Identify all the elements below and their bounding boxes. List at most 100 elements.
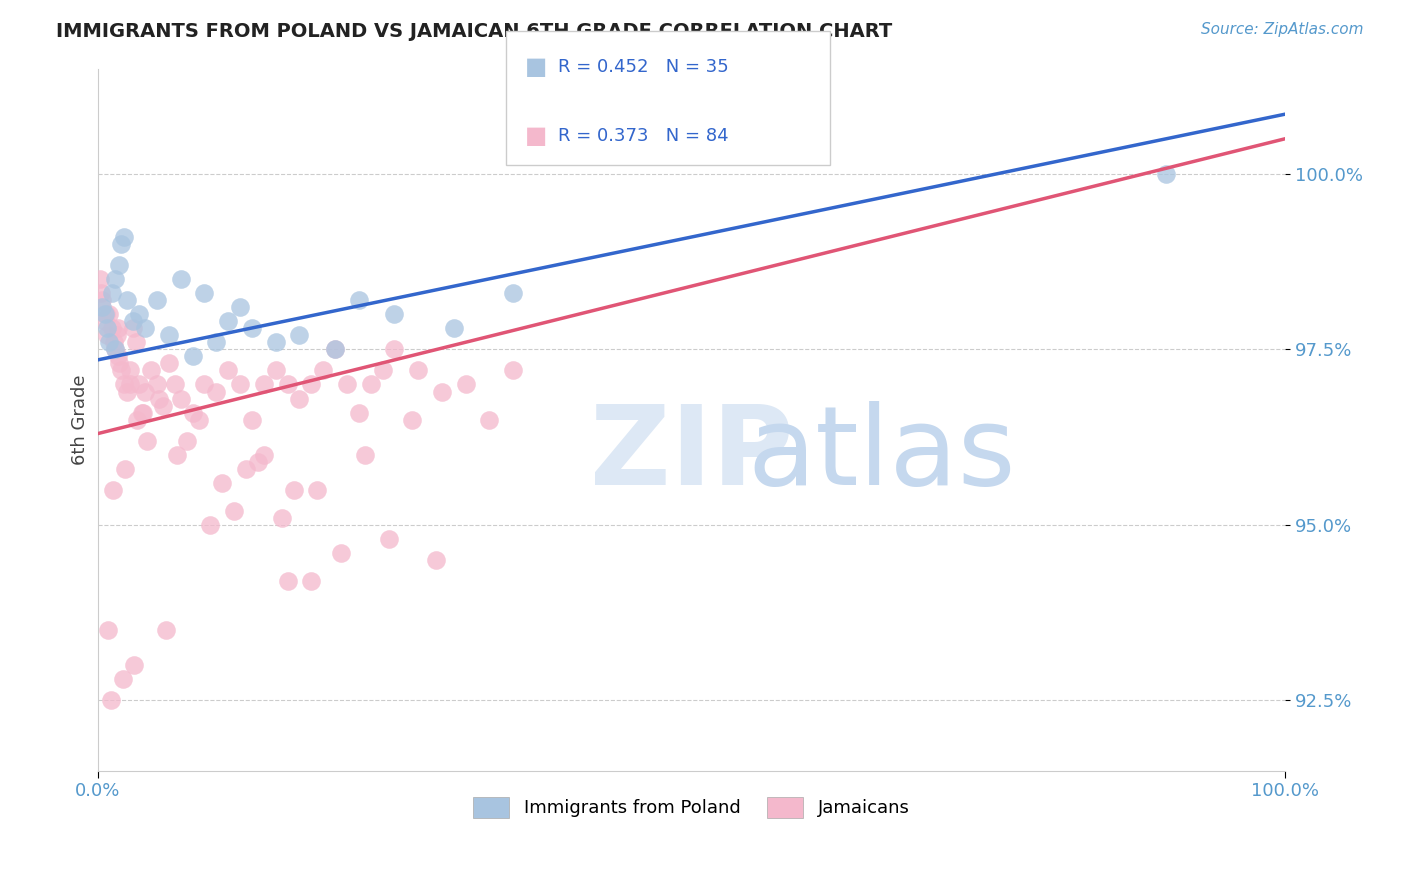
Point <box>430 384 453 399</box>
Point <box>91 293 114 308</box>
Text: ■: ■ <box>524 124 547 147</box>
Point <box>124 658 146 673</box>
Point <box>128 377 150 392</box>
Text: R = 0.452   N = 35: R = 0.452 N = 35 <box>558 58 728 76</box>
Point <box>110 363 132 377</box>
Point <box>101 483 124 497</box>
Point <box>217 314 239 328</box>
Point <box>125 412 148 426</box>
Point <box>155 624 177 638</box>
Point <box>406 363 429 377</box>
Point <box>384 307 406 321</box>
Point <box>108 258 131 272</box>
Point <box>108 356 131 370</box>
Point <box>224 504 246 518</box>
Point <box>112 377 135 392</box>
Point <box>90 286 112 301</box>
Point <box>299 377 322 392</box>
Legend: Immigrants from Poland, Jamaicans: Immigrants from Poland, Jamaicans <box>465 789 917 825</box>
Point <box>502 363 524 377</box>
Point <box>264 335 287 350</box>
Point <box>181 350 204 364</box>
Point <box>283 483 305 497</box>
Point <box>502 286 524 301</box>
Text: Source: ZipAtlas.com: Source: ZipAtlas.com <box>1201 22 1364 37</box>
Point <box>166 448 188 462</box>
Point <box>118 377 141 392</box>
Point <box>91 300 114 314</box>
Point <box>1156 167 1178 181</box>
Point <box>111 673 134 687</box>
Point <box>146 293 169 308</box>
Point <box>205 384 228 399</box>
Point <box>323 343 346 357</box>
Point <box>97 624 120 638</box>
Point <box>211 475 233 490</box>
Point <box>104 343 127 357</box>
Point <box>107 350 129 364</box>
Point <box>454 377 477 392</box>
Point <box>117 293 139 308</box>
Point <box>136 434 159 448</box>
Point <box>104 272 127 286</box>
Y-axis label: 6th Grade: 6th Grade <box>72 375 89 465</box>
Text: R = 0.373   N = 84: R = 0.373 N = 84 <box>558 127 728 145</box>
Point <box>114 462 136 476</box>
Point <box>217 363 239 377</box>
Point <box>240 321 263 335</box>
Point <box>170 392 193 406</box>
Text: IMMIGRANTS FROM POLAND VS JAMAICAN 6TH GRADE CORRELATION CHART: IMMIGRANTS FROM POLAND VS JAMAICAN 6TH G… <box>56 22 893 41</box>
Point <box>163 377 186 392</box>
Point <box>93 314 115 328</box>
Point <box>264 363 287 377</box>
Point <box>134 321 156 335</box>
Point <box>443 321 465 335</box>
Point <box>122 321 145 335</box>
Point <box>112 230 135 244</box>
Point <box>103 335 125 350</box>
Point <box>330 546 353 560</box>
Point <box>187 412 209 426</box>
Point <box>235 462 257 476</box>
Point <box>157 356 180 370</box>
Point <box>384 343 406 357</box>
Point <box>101 321 124 335</box>
Point <box>377 532 399 546</box>
Point <box>312 363 335 377</box>
Point <box>371 363 394 377</box>
Point <box>181 406 204 420</box>
Point <box>104 343 127 357</box>
Point <box>299 574 322 588</box>
Point <box>307 483 329 497</box>
Point <box>193 286 215 301</box>
Point <box>253 448 276 462</box>
Point <box>205 335 228 350</box>
Text: atlas: atlas <box>747 401 1015 508</box>
Point <box>170 272 193 286</box>
Point <box>200 517 222 532</box>
Point <box>124 335 146 350</box>
Point <box>139 363 162 377</box>
Point <box>353 448 375 462</box>
Point <box>401 412 423 426</box>
Point <box>270 511 292 525</box>
Point <box>288 392 311 406</box>
Point <box>122 314 145 328</box>
Point <box>96 321 118 335</box>
Point <box>152 399 174 413</box>
Point <box>246 455 269 469</box>
Point <box>277 377 299 392</box>
Point <box>425 553 447 567</box>
Point <box>98 335 121 350</box>
Point <box>288 328 311 343</box>
Point <box>229 300 252 314</box>
Point <box>89 272 111 286</box>
Point <box>118 363 141 377</box>
Point <box>360 377 382 392</box>
Point <box>134 384 156 399</box>
Point <box>131 406 153 420</box>
Point <box>240 412 263 426</box>
Point <box>107 321 129 335</box>
Point <box>146 377 169 392</box>
Point <box>96 328 118 343</box>
